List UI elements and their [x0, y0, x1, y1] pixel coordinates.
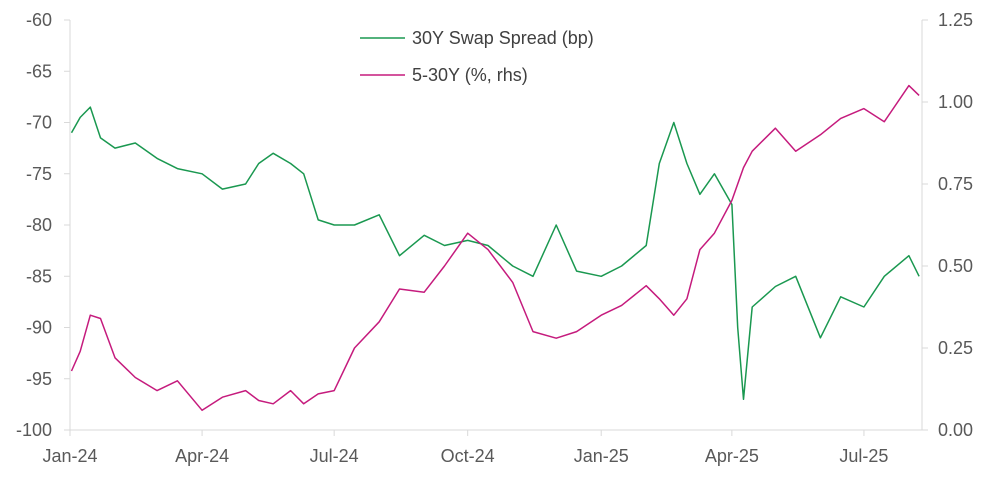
- right-axis-ticks: 1.25 1.00 0.75 0.50 0.25 0.00: [922, 10, 973, 440]
- legend: 30Y Swap Spread (bp) 5-30Y (%, rhs): [360, 28, 594, 85]
- left-tick-label: -70: [26, 113, 52, 133]
- left-tick-label: -100: [16, 420, 52, 440]
- right-tick-label: 0.75: [938, 174, 973, 194]
- series-line-5-30y: [70, 84, 920, 412]
- x-tick-label: Jan-25: [574, 446, 629, 466]
- legend-item-swap-spread: 30Y Swap Spread (bp): [360, 28, 594, 48]
- left-tick-label: -90: [26, 318, 52, 338]
- legend-item-5-30y: 5-30Y (%, rhs): [360, 65, 528, 85]
- right-tick-label: 0.25: [938, 338, 973, 358]
- left-tick-label: -80: [26, 215, 52, 235]
- x-axis-ticks: Jan-24 Apr-24 Jul-24 Oct-24 Jan-25 Apr-25 Jul-…: [42, 430, 888, 466]
- series-layer: [70, 84, 920, 412]
- legend-label-5-30y: 5-30Y (%, rhs): [412, 65, 528, 85]
- left-tick-label: -75: [26, 164, 52, 184]
- x-tick-label: Apr-25: [705, 446, 759, 466]
- right-tick-label: 1.00: [938, 92, 973, 112]
- x-tick-label: Apr-24: [175, 446, 229, 466]
- x-tick-label: Oct-24: [441, 446, 495, 466]
- left-tick-label: -85: [26, 266, 52, 286]
- legend-label-swap-spread: 30Y Swap Spread (bp): [412, 28, 594, 48]
- left-tick-label: -95: [26, 369, 52, 389]
- right-tick-label: 0.00: [938, 420, 973, 440]
- series-line-swap-spread: [70, 106, 920, 401]
- left-axis-ticks: -60 -65 -70 -75 -80 -85 -90 -95 -100: [16, 10, 70, 440]
- left-tick-label: -60: [26, 10, 52, 30]
- x-tick-label: Jan-24: [42, 446, 97, 466]
- x-tick-label: Jul-25: [839, 446, 888, 466]
- left-tick-label: -65: [26, 61, 52, 81]
- right-tick-label: 0.50: [938, 256, 973, 276]
- x-tick-label: Jul-24: [310, 446, 359, 466]
- right-tick-label: 1.25: [938, 10, 973, 30]
